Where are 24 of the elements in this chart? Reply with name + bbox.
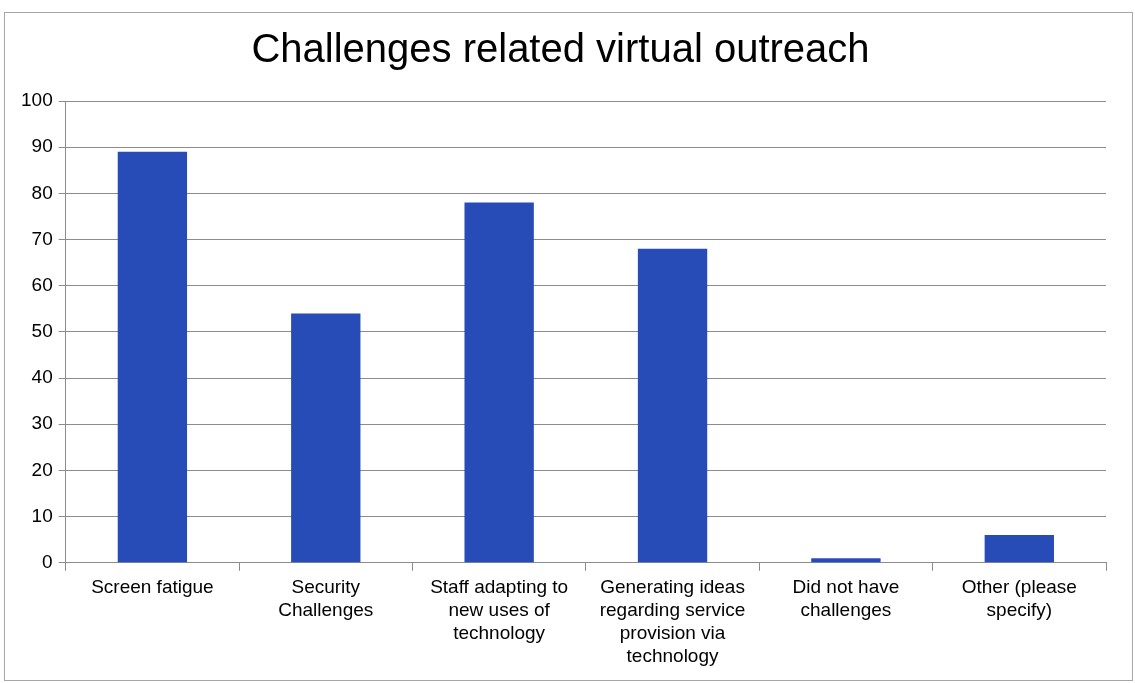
x-tick-label: Did not have challenges xyxy=(792,576,900,621)
bar xyxy=(464,202,534,563)
y-tick-label: 30 xyxy=(31,412,53,434)
bar xyxy=(291,313,361,563)
y-tick-label: 60 xyxy=(31,273,53,295)
y-tick-label: 20 xyxy=(31,458,53,480)
y-tick-label: 70 xyxy=(31,227,53,249)
bar xyxy=(637,248,708,563)
y-tick-label: 10 xyxy=(31,504,53,526)
y-tick-label: 0 xyxy=(42,551,53,573)
y-tick-label: 40 xyxy=(31,366,53,388)
x-tick-label: Staff adapting to new uses of technology xyxy=(430,576,569,644)
x-tick-label: Other (please specify) xyxy=(961,576,1077,621)
y-tick-label: 90 xyxy=(31,135,53,157)
bar xyxy=(811,558,881,563)
x-tick-label: Security Challenges xyxy=(278,576,374,621)
y-tick-label: 50 xyxy=(31,320,53,342)
x-tick-label: Screen fatigue xyxy=(91,576,214,598)
y-tick-label: 100 xyxy=(21,89,53,111)
x-tick-label: Generating ideas regarding service provision via technology xyxy=(599,576,746,666)
y-tick-label: 80 xyxy=(31,181,53,203)
bar xyxy=(984,535,1054,563)
chart-title: Challenges related virtual outreach xyxy=(251,26,870,71)
bar xyxy=(117,151,188,563)
